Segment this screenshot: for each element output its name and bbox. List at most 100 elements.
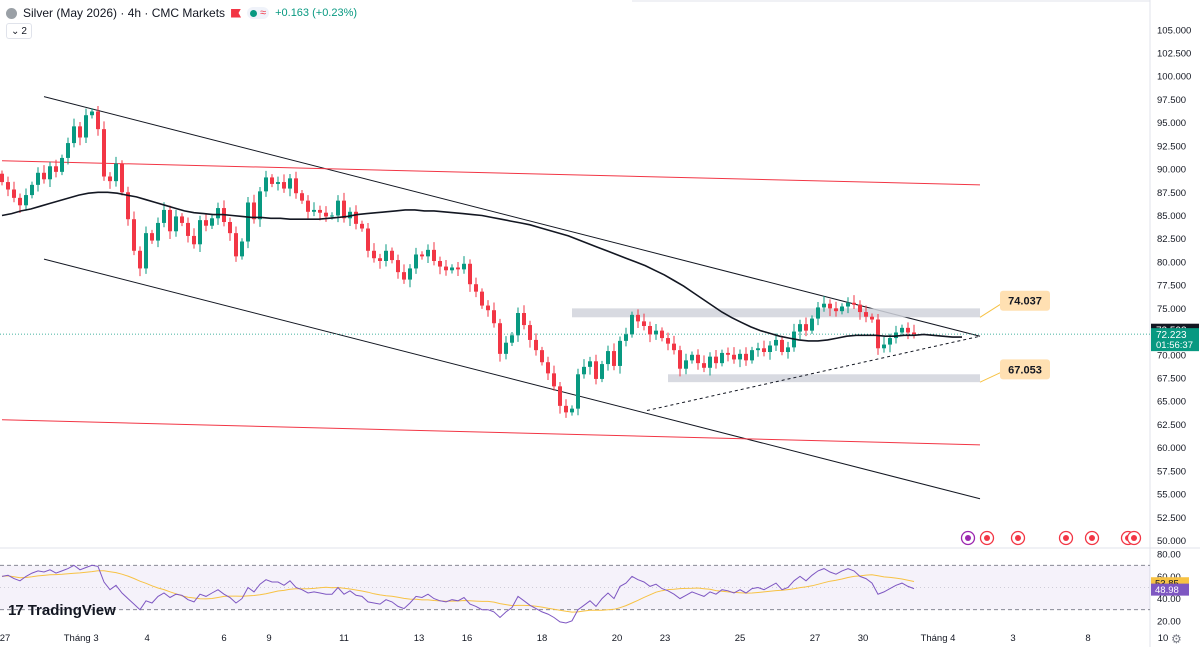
symbol-icon — [6, 7, 17, 19]
candle-body — [252, 202, 256, 220]
candle-body — [510, 335, 514, 343]
event-flag-dot — [1015, 535, 1021, 541]
candle-body — [606, 351, 610, 365]
x-tick-label: 20 — [612, 633, 623, 644]
y-tick-label: 50.000 — [1157, 536, 1186, 547]
x-tick-label: 13 — [414, 633, 425, 644]
symbol-title[interactable]: Silver (May 2026) · 4h · CMC Markets — [23, 6, 226, 20]
collapse-toggle[interactable]: ⌄ 2 — [6, 23, 32, 39]
candle-body — [816, 307, 820, 319]
candle-body — [804, 324, 808, 331]
candle-body — [522, 313, 526, 326]
candle-body — [108, 176, 112, 182]
candle-body — [774, 339, 778, 346]
x-tick-label: 9 — [266, 633, 271, 644]
candle-body — [198, 220, 202, 245]
candle-body — [42, 172, 46, 180]
candle-body — [294, 178, 298, 194]
candle-body — [96, 111, 100, 130]
y-tick-label: 92.500 — [1157, 141, 1186, 152]
candle-body — [846, 302, 850, 307]
candle-body — [876, 319, 880, 349]
candle-body — [654, 330, 658, 335]
approx-icon: ≈ — [260, 7, 267, 19]
candle-body — [102, 129, 106, 177]
candle-body — [420, 254, 424, 257]
candle-body — [192, 235, 196, 245]
candle-body — [414, 254, 418, 269]
rsi-tag — [1151, 583, 1189, 596]
candle-body — [726, 352, 730, 355]
rising-support-dashed-line — [646, 335, 981, 411]
candle-body — [144, 233, 148, 269]
candle-body — [630, 314, 634, 335]
candle-body — [408, 268, 412, 280]
price-change: +0.163 (+0.23%) — [275, 7, 358, 19]
candle-body — [234, 233, 238, 257]
event-flag-dot — [1089, 535, 1095, 541]
market-status-pill[interactable]: ≈ — [247, 7, 270, 19]
candle-body — [72, 126, 76, 144]
candle-body — [888, 338, 892, 345]
candle-body — [900, 327, 904, 333]
candle-body — [168, 209, 172, 232]
candle-body — [348, 211, 352, 219]
rsi-y-tick-label: 20.00 — [1157, 616, 1181, 627]
candle-body — [162, 209, 166, 223]
settings-icon[interactable]: ⚙ — [1171, 632, 1182, 646]
candle-body — [624, 334, 628, 341]
candle-body — [126, 192, 130, 220]
x-tick-label: 4 — [145, 633, 150, 644]
y-tick-label: 100.000 — [1157, 72, 1191, 83]
candle-body — [744, 353, 748, 361]
event-flag-dot — [1063, 535, 1069, 541]
candle-body — [66, 143, 70, 158]
candle-body — [828, 303, 832, 309]
candle-body — [552, 373, 556, 387]
candle-body — [60, 157, 64, 172]
candle-body — [660, 330, 664, 339]
candle-body — [852, 302, 856, 305]
price-label-text: 67.053 — [1008, 364, 1042, 376]
candle-body — [318, 209, 322, 213]
tradingview-logo[interactable]: 17 TradingView — [8, 602, 116, 619]
candle-body — [684, 360, 688, 369]
x-tick-label: 10 — [1158, 633, 1169, 644]
candle-body — [402, 272, 406, 280]
candle-body — [486, 305, 490, 311]
candle-body — [732, 354, 736, 360]
x-tick-label: 25 — [735, 633, 746, 644]
price-label-box — [1000, 359, 1050, 380]
y-tick-label: 90.000 — [1157, 165, 1186, 176]
event-flag-dot — [1131, 535, 1137, 541]
candle-body — [204, 220, 208, 226]
candle-body — [780, 339, 784, 352]
candle-body — [114, 163, 118, 182]
x-tick-label: 30 — [858, 633, 869, 644]
candle-body — [768, 345, 772, 352]
candle-body — [504, 342, 508, 354]
collapse-count: 2 — [21, 25, 27, 37]
candle-body — [906, 327, 910, 333]
x-tick-label: 27 — [810, 633, 821, 644]
price-label-connector — [979, 302, 1004, 318]
candle-body — [24, 195, 28, 206]
candle-body — [834, 308, 838, 312]
candle-body — [582, 366, 586, 375]
x-tick-label: 11 — [339, 633, 349, 644]
candle-body — [312, 209, 316, 212]
tradingview-wordmark: TradingView — [27, 602, 116, 619]
candle-body — [618, 340, 622, 366]
price-zone — [572, 308, 980, 318]
candle-body — [306, 200, 310, 212]
candle-body — [678, 350, 682, 369]
candle-body — [798, 324, 802, 332]
countdown-text: 01:56:37 — [1156, 340, 1193, 351]
candle-body — [156, 222, 160, 241]
y-tick-label: 105.000 — [1157, 25, 1191, 36]
candle-body — [690, 354, 694, 361]
resistance-red-line — [1, 160, 981, 186]
y-tick-label: 85.000 — [1157, 211, 1186, 222]
y-tick-label: 55.000 — [1157, 490, 1186, 501]
